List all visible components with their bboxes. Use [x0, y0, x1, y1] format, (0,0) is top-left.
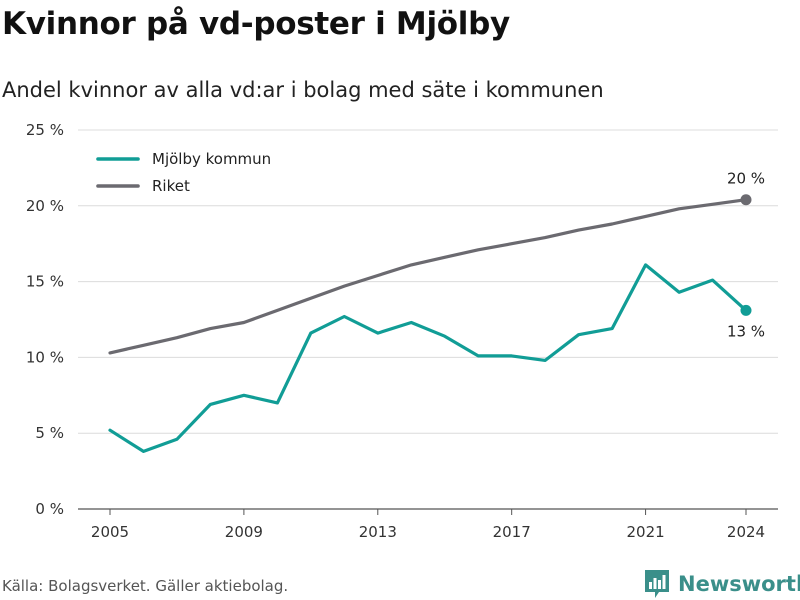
x-tick-label: 2013 [359, 523, 397, 541]
end-point-marker [740, 304, 752, 316]
x-tick-label: 2005 [91, 523, 129, 541]
brand-name: Newsworthy [678, 572, 800, 596]
y-tick-label: 5 % [35, 424, 64, 442]
end-value-label: 20 % [727, 170, 765, 188]
x-tick-label: 2017 [493, 523, 531, 541]
x-tick-label: 2024 [727, 523, 765, 541]
y-tick-label: 20 % [26, 197, 64, 215]
brand-logo: Newsworthy [644, 568, 800, 600]
y-tick-label: 0 % [35, 500, 64, 518]
legend-label: Riket [152, 177, 190, 195]
series-line-mjolby [108, 263, 748, 453]
x-tick-label: 2021 [626, 523, 664, 541]
series-line-riket [108, 198, 748, 355]
chart-subtitle: Andel kvinnor av alla vd:ar i bolag med … [2, 78, 604, 102]
end-point-marker [740, 194, 752, 206]
end-value-label: 13 % [727, 322, 765, 340]
x-tick-label: 2009 [225, 523, 263, 541]
y-tick-label: 15 % [26, 273, 64, 291]
y-tick-label: 10 % [26, 348, 64, 366]
y-tick-label: 25 % [26, 121, 64, 139]
bar-chart-logo-icon [645, 570, 669, 598]
source-note: Källa: Bolagsverket. Gäller aktiebolag. [2, 577, 289, 595]
legend-label: Mjölby kommun [152, 150, 271, 168]
chart-title: Kvinnor på vd-poster i Mjölby [2, 6, 510, 42]
